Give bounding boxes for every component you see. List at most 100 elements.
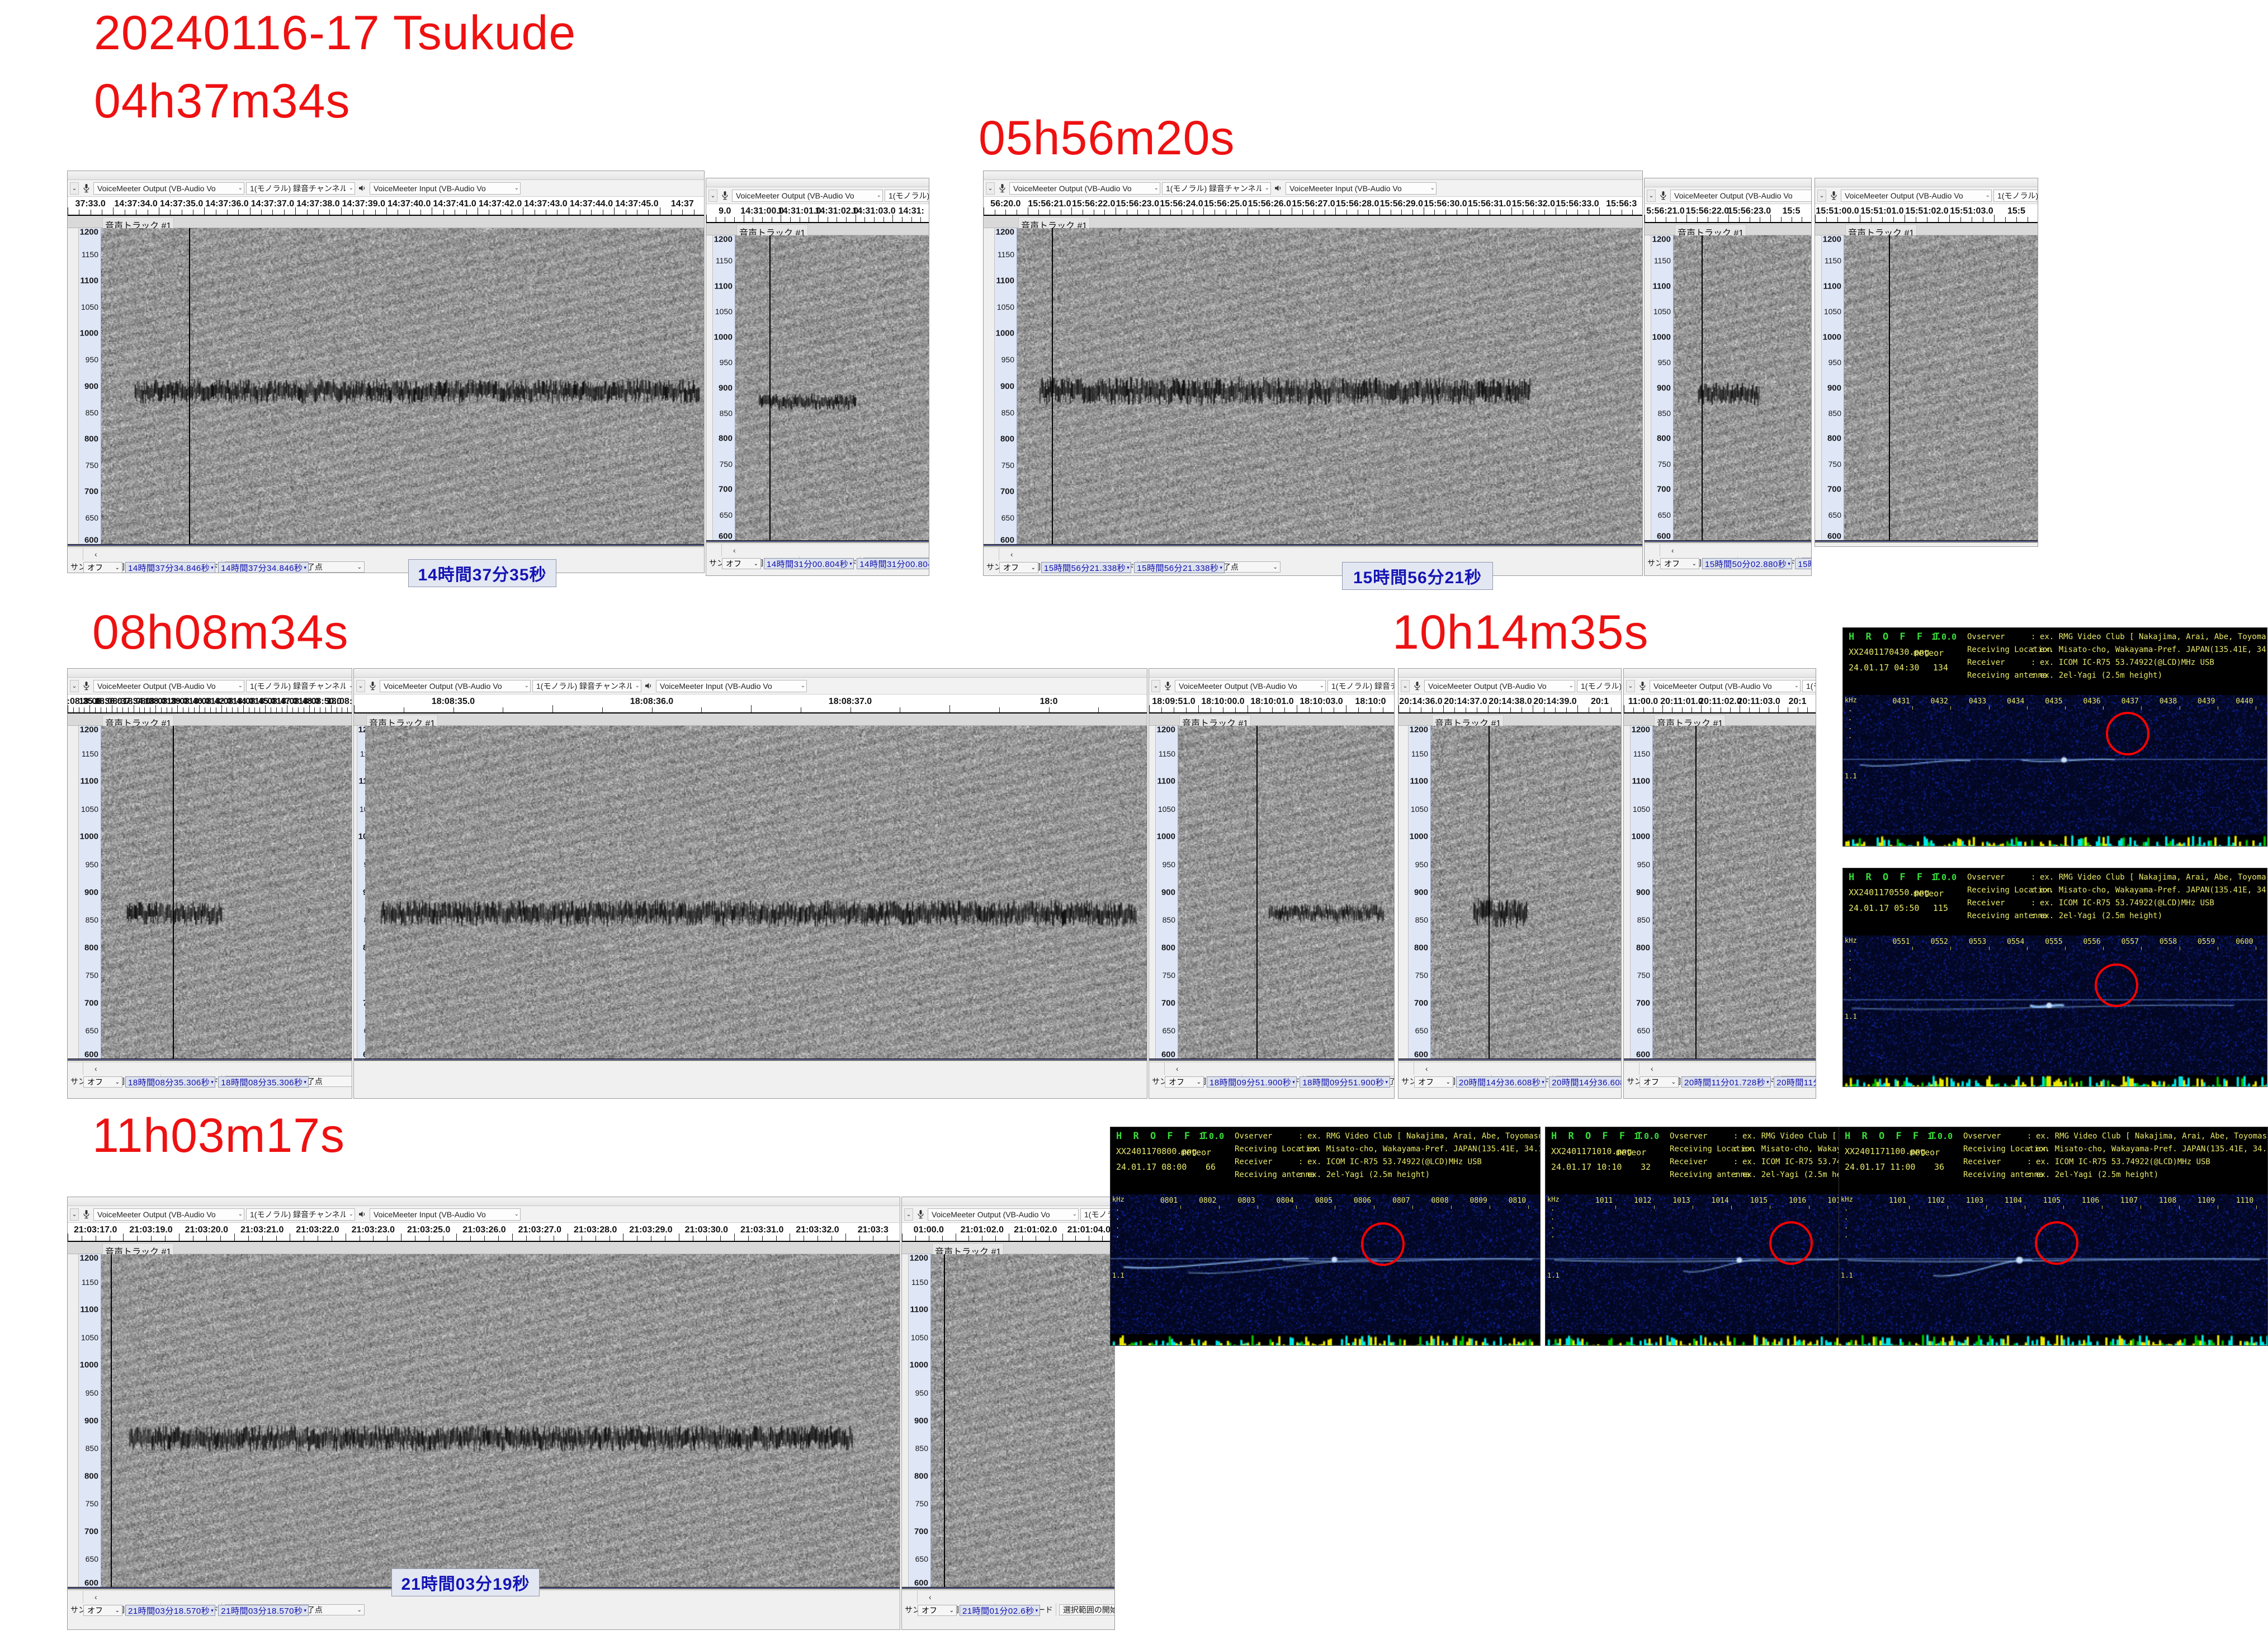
recording-channel-combo-0[interactable]: 1(モノラル) 録音チャンネル ⌄ [246,182,355,195]
selection-start-time[interactable]: 14時間31分00.804秒 ▾ [764,558,854,569]
device-output-combo-9[interactable]: VoiceMeeter Output (VB-Audio Vo ⌄ [1650,680,1801,692]
selection-end-time[interactable]: 18時間09分51.900秒 ▾ [1300,1076,1390,1088]
selection-end-time[interactable]: 20時間14分36.608秒▾ [1549,1076,1622,1088]
snap-mode-dropdown[interactable]: オフ ⌄ [1165,1076,1204,1088]
spectrogram[interactable] [735,235,929,540]
timeline-ruler[interactable]: 18:08:35.0 18:08:36.0 18:08:37.0 18:0 [354,694,1147,713]
device-output-combo-11[interactable]: VoiceMeeter Output (VB-Audio Vo ⌄ [928,1208,1079,1221]
toolbar-grip-4[interactable]: ⌄ [1817,190,1826,202]
toolbar-grip-5[interactable]: ⌄ [70,680,79,692]
timeline-ruler[interactable]: 37:33.0 14:37:34.0 14:37:35.0 14:37:36.0 14:… [68,197,705,216]
snap-mode-dropdown[interactable]: オフ ⌄ [999,562,1038,573]
timeline-ruler[interactable]: 18:09:51.0 18:10:00.0 18:10:01.0 18:10:03.0… [1149,694,1395,713]
device-output-combo-2[interactable]: VoiceMeeter Output (VB-Audio Vo ⌄ [1009,182,1160,195]
device-output-combo-1[interactable]: VoiceMeeter Output (VB-Audio Vo ⌄ [732,190,883,202]
timeline-ruler[interactable]: 11:00.0 20:11:01.0 20:11:02.0 20:11:03.0 20:… [1624,694,1816,713]
selection-end-time[interactable]: 14時間37分34.846秒 ▾ [218,562,308,573]
selection-end-time[interactable]: 15時間56分21.338秒 ▾ [1134,562,1224,573]
device-output-combo-0[interactable]: VoiceMeeter Output (VB-Audio Vo ⌄ [93,182,244,195]
recording-channel-combo-7[interactable]: 1(モノラル) 録音チャンネル⌄ [1327,680,1395,692]
spectrogram[interactable] [931,1254,1115,1587]
scrollbar-left-arrow[interactable]: ‹ [83,1064,97,1073]
toolbar-grip-8[interactable]: ⌄ [1401,680,1410,692]
selection-start-time[interactable]: 20時間11分01.728秒 ▾ [1681,1076,1771,1088]
selection-start-time[interactable]: 18時間09分51.900秒 ▾ [1207,1076,1297,1088]
horizontal-scrollbar[interactable]: ‹ [722,545,929,556]
snap-mode-dropdown[interactable]: オフ ⌄ [83,1605,122,1616]
selection-start-time[interactable]: 18時間08分35.306秒 ▾ [125,1076,215,1088]
spectrogram[interactable] [1431,726,1622,1059]
selection-start-time[interactable]: 20時間14分36.608秒 ▾ [1456,1076,1546,1088]
horizontal-scrollbar[interactable]: ‹ [1660,545,1812,556]
recording-channel-combo-6[interactable]: 1(モノラル) 録音チャンネル ⌄ [532,680,641,692]
selection-start-time[interactable]: 15時間56分21.338秒 ▾ [1041,562,1131,573]
spectrogram[interactable] [365,726,1147,1059]
spectrogram[interactable] [1674,235,1812,540]
selection-end-time[interactable]: 15時間50分02.880秒▾ [1795,558,1812,569]
current-time-display[interactable]: 15時間56分21秒 [1342,562,1493,590]
horizontal-scrollbar[interactable]: ‹ [1414,1063,1622,1074]
toolbar-grip-11[interactable]: ⌄ [904,1208,913,1221]
scrollbar-left-arrow[interactable]: ‹ [999,550,1013,559]
selection-start-time[interactable]: 15時間50分02.880秒 ▾ [1702,558,1792,569]
selection-start-time[interactable]: 21時間01分02.6秒 ▾ [960,1605,1040,1616]
toolbar-grip-7[interactable]: ⌄ [1151,680,1160,692]
device-input-combo-10[interactable]: VoiceMeeter Input (VB-Audio Vo ⌄ [370,1208,521,1221]
selection-range-dropdown[interactable]: 選択範囲の開始点と終了点⌄ [1059,1604,1115,1615]
hrofft-spectrogram[interactable] [1843,695,2267,835]
device-input-combo-0[interactable]: VoiceMeeter Input (VB-Audio Vo ⌄ [370,182,521,195]
spectrogram[interactable] [101,1254,900,1587]
timeline-ruler[interactable]: 20:14:36.0 20:14:37.0 20:14:38.0 20:14:39.0… [1398,694,1622,713]
timeline-ruler[interactable]: 9.0 14:31:00.0 14:31:01.0 14:31:02.0 14:31:0… [706,204,929,223]
toolbar-grip-1[interactable]: ⌄ [708,190,717,202]
hrofft-spectrogram[interactable] [1843,935,2267,1075]
toolbar-grip-9[interactable]: ⌄ [1626,680,1635,692]
recording-channel-combo-8[interactable]: 1(モノラル) 録音チャンネル⌄ [1577,680,1622,692]
snap-mode-dropdown[interactable]: オフ ⌄ [83,562,122,573]
snap-mode-dropdown[interactable]: オフ ⌄ [1660,558,1699,569]
current-time-display[interactable]: 14時間37分35秒 [408,559,556,587]
hrofft-spectrogram[interactable] [1111,1194,1540,1334]
horizontal-scrollbar[interactable]: ‹ [83,1063,352,1074]
horizontal-scrollbar[interactable]: ‹ [1165,1063,1395,1074]
selection-end-time[interactable]: 18時間08分35.306秒 ▾ [218,1076,308,1088]
scrollbar-left-arrow[interactable]: ‹ [1165,1064,1179,1073]
timeline-ruler[interactable]: 15:51:00.0 15:51:01.0 15:51:02.0 15:51:03.0… [1815,204,2038,223]
selection-end-time[interactable]: 21時間03分18.570秒 ▾ [218,1605,308,1616]
timeline-ruler[interactable]: 21:03:17.0 21:03:19.0 21:03:20.0 21:03:21.0… [68,1223,900,1242]
device-output-combo-10[interactable]: VoiceMeeter Output (VB-Audio Vo ⌄ [93,1208,244,1221]
current-time-display[interactable]: 21時間03分19秒 [391,1568,540,1596]
snap-mode-dropdown[interactable]: オフ ⌄ [1414,1076,1453,1088]
toolbar-grip-6[interactable]: ⌄ [356,680,365,692]
spectrogram[interactable] [1178,726,1395,1059]
snap-mode-dropdown[interactable]: オフ ⌄ [918,1605,957,1616]
timeline-ruler[interactable]: 01:00.0 21:01:02.0 21:01:02.0 21:01:04.0 [902,1223,1115,1242]
snap-mode-dropdown[interactable]: オフ ⌄ [83,1076,122,1088]
selection-end-time[interactable]: 14時間31分00.804秒▾ [857,558,929,569]
device-output-combo-5[interactable]: VoiceMeeter Output (VB-Audio Vo ⌄ [93,680,244,692]
recording-channel-combo-5[interactable]: 1(モノラル) 録音チャンネル⌄ [246,680,352,692]
device-output-combo-6[interactable]: VoiceMeeter Output (VB-Audio Vo ⌄ [380,680,531,692]
scrollbar-left-arrow[interactable]: ‹ [83,1593,97,1601]
spectrogram[interactable] [1653,726,1816,1059]
device-output-combo-8[interactable]: VoiceMeeter Output (VB-Audio Vo ⌄ [1424,680,1575,692]
recording-channel-combo-10[interactable]: 1(モノラル) 録音チャンネル ⌄ [246,1208,355,1221]
selection-end-time[interactable]: 20時間11分01.728秒▾ [1774,1076,1816,1088]
timeline-ruler[interactable]: 56:20.0 15:56:21.0 15:56:22.0 15:56:23.0 15:… [984,197,1643,216]
scrollbar-left-arrow[interactable]: ‹ [918,1593,932,1601]
toolbar-grip-3[interactable]: ⌄ [1647,190,1656,202]
spectrogram[interactable] [101,228,705,544]
toolbar-grip-2[interactable]: ⌄ [986,182,995,195]
horizontal-scrollbar[interactable]: ‹ [1639,1063,1816,1074]
spectrogram[interactable] [1017,228,1643,544]
device-input-combo-6[interactable]: VoiceMeeter Input (VB-Audio Vo ⌄ [656,680,807,692]
toolbar-grip-10[interactable]: ⌄ [70,1208,79,1221]
timeline-ruler[interactable]: 5:56:21.0 15:56:22.0 15:56:23.0 15:5 [1645,204,1812,223]
scrollbar-left-arrow[interactable]: ‹ [1660,546,1674,555]
snap-mode-dropdown[interactable]: オフ ⌄ [1639,1076,1679,1088]
selection-start-time[interactable]: 14時間37分34.846秒 ▾ [125,562,215,573]
horizontal-scrollbar[interactable]: ‹ [999,549,1643,560]
toolbar-grip-0[interactable]: ⌄ [70,182,79,195]
horizontal-scrollbar[interactable]: ‹ [83,549,705,560]
spectrogram[interactable] [101,726,352,1059]
